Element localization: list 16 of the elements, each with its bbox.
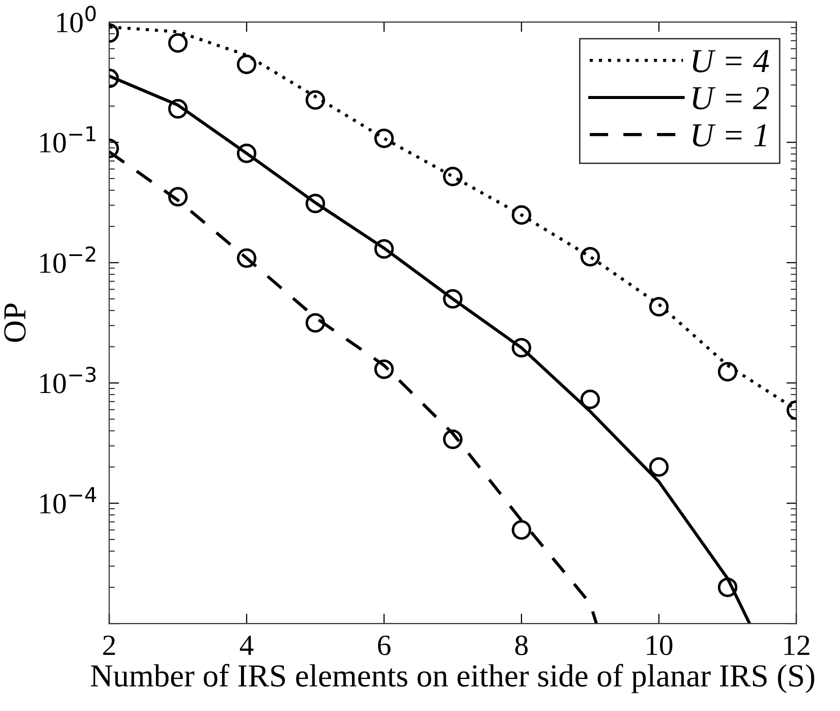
y-tick-label: 10$^{−4}$: [40, 487, 96, 514]
y-tick-label: 10$^{−1}$: [40, 126, 96, 153]
x-axis-title: Number of IRS elements on either side of planar IRS (S): [90, 664, 814, 694]
legend-label: U = 4: [692, 50, 769, 72]
y-tick-label: 10$^{0}$: [57, 6, 96, 32]
y-tick-label: 10$^{−3}$: [40, 366, 96, 394]
x-tick-label: 4: [240, 636, 254, 655]
legend-label: U = 2: [692, 87, 769, 110]
legend-label: U = 1: [692, 124, 766, 147]
x-tick-label: 12: [784, 636, 810, 655]
x-tick-label: 2: [103, 636, 115, 655]
x-tick-label: 6: [378, 636, 390, 656]
y-axis-title: OP: [4, 304, 26, 342]
x-tick-label: 8: [515, 636, 528, 656]
y-tick-label: 10$^{−2}$: [40, 246, 96, 274]
x-tick-label: 10: [646, 636, 672, 656]
